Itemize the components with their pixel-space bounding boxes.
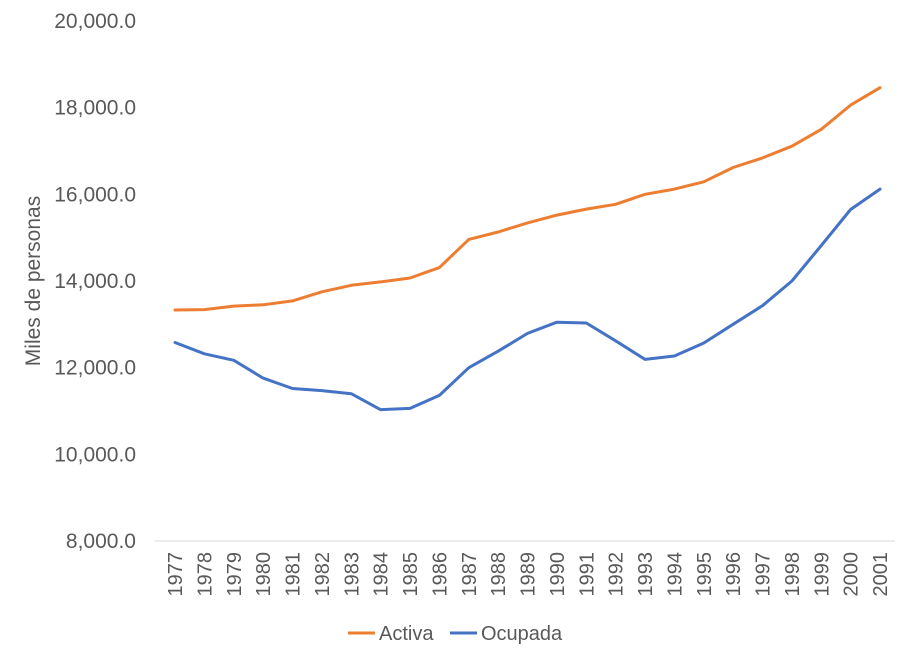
x-tick-label: 1987: [459, 552, 481, 597]
x-tick-label: 1996: [723, 552, 745, 597]
series-line-activa: [173, 86, 882, 312]
x-tick-label: 1991: [576, 552, 598, 597]
series-line-ocupada: [173, 187, 882, 412]
x-tick-label: 1981: [283, 552, 305, 597]
y-axis: 8,000.0 10,000.0 12,000.0 14,000.0 16,000.0 1…: [54, 10, 136, 553]
y-tick-label: 16,000.0: [54, 183, 136, 206]
x-tick-label: 1980: [253, 552, 275, 597]
y-tick-label: 12,000.0: [54, 357, 136, 380]
x-tick-label: 1979: [224, 552, 246, 597]
y-tick-label: 14,000.0: [54, 270, 136, 293]
x-tick-label: 1995: [694, 552, 716, 597]
x-tick-label: 1998: [782, 552, 804, 597]
legend-label-activa: Activa: [379, 623, 434, 645]
y-tick-label: 20,000.0: [54, 10, 136, 33]
x-tick-label: 1985: [400, 552, 422, 597]
x-tick-label: 1977: [165, 552, 187, 597]
x-tick-label: 1978: [194, 552, 216, 597]
legend-label-ocupada: Ocupada: [481, 623, 563, 645]
x-tick-label: 1983: [341, 552, 363, 597]
x-tick-label: 1982: [312, 552, 334, 597]
y-tick-label: 8,000.0: [66, 530, 136, 553]
y-tick-label: 10,000.0: [54, 443, 136, 466]
x-axis: 1977 1978 1979 1980 1981 1982 1983 1984 1985 1986…: [155, 540, 895, 597]
x-tick-label: 2001: [870, 552, 892, 597]
y-tick-label: 18,000.0: [54, 97, 136, 120]
x-tick-label: 1988: [488, 552, 510, 597]
x-tick-label: 1999: [811, 552, 833, 597]
x-tick-label: 1984: [371, 552, 393, 597]
x-tick-label: 1994: [664, 552, 686, 597]
x-tick-label: 1989: [518, 552, 540, 597]
x-tick-label: 1997: [753, 552, 775, 597]
x-tick-label: 1993: [635, 552, 657, 597]
legend: Activa Ocupada: [348, 623, 563, 645]
x-tick-label: 2000: [841, 552, 863, 597]
x-tick-label: 1992: [606, 552, 628, 597]
x-tick-label: 1986: [429, 552, 451, 597]
series-lines: [173, 86, 882, 412]
x-tick-label: 1990: [547, 552, 569, 597]
y-axis-title: Miles de personas: [22, 196, 45, 366]
